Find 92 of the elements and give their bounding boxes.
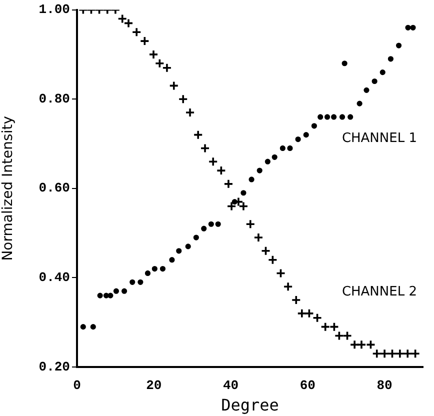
point xyxy=(303,132,309,138)
point xyxy=(280,145,286,152)
point xyxy=(380,348,390,359)
y-tick-label: 1.00 xyxy=(38,2,70,18)
point xyxy=(395,348,405,359)
point xyxy=(304,308,314,318)
point xyxy=(216,166,226,176)
point xyxy=(339,114,346,120)
point xyxy=(356,100,362,106)
point xyxy=(276,268,286,278)
y-tick-label: 0.40 xyxy=(38,270,70,285)
point xyxy=(297,308,307,318)
point xyxy=(324,114,330,120)
point xyxy=(144,270,151,276)
point xyxy=(387,348,398,359)
y-tick-label: 0.20 xyxy=(38,359,70,374)
point xyxy=(256,168,262,174)
point xyxy=(283,282,293,292)
point xyxy=(364,87,370,93)
point xyxy=(245,219,256,230)
x-tick-label: 40 xyxy=(222,378,239,394)
x-tick-label: 80 xyxy=(376,378,393,394)
point xyxy=(208,156,218,167)
point xyxy=(334,330,344,341)
point xyxy=(372,348,382,359)
series-label: CHANNEL 1 xyxy=(342,130,417,146)
point xyxy=(224,179,234,189)
point xyxy=(350,340,360,350)
point xyxy=(388,56,394,62)
point xyxy=(232,198,238,205)
point xyxy=(295,136,301,142)
point xyxy=(169,257,175,263)
point xyxy=(291,295,302,305)
point xyxy=(331,114,337,120)
point xyxy=(132,27,142,38)
point xyxy=(287,145,293,152)
point xyxy=(356,340,366,350)
point xyxy=(260,246,271,256)
x-axis-title: Degree xyxy=(221,396,279,415)
point xyxy=(90,324,96,330)
point xyxy=(148,50,158,60)
series-label: CHANNEL 2 xyxy=(342,284,417,300)
point xyxy=(311,123,317,129)
point xyxy=(380,70,386,76)
point xyxy=(108,292,114,298)
point xyxy=(185,108,195,118)
point xyxy=(405,24,411,30)
point xyxy=(168,80,179,91)
point xyxy=(113,288,120,294)
point xyxy=(226,201,236,212)
point xyxy=(318,114,324,120)
point xyxy=(140,36,150,46)
point xyxy=(312,312,322,323)
point xyxy=(366,340,376,350)
point xyxy=(193,234,199,240)
point xyxy=(152,266,158,272)
point xyxy=(342,60,348,66)
point xyxy=(268,254,278,265)
x-tick-label: 60 xyxy=(300,378,316,394)
point xyxy=(264,158,270,164)
point xyxy=(254,232,264,242)
point xyxy=(130,279,136,285)
point xyxy=(215,221,221,227)
point xyxy=(396,42,402,48)
point xyxy=(320,322,330,332)
point xyxy=(208,221,214,227)
point xyxy=(80,324,86,330)
y-tick-label: 0.80 xyxy=(38,91,70,106)
point xyxy=(200,143,210,154)
point xyxy=(240,190,246,196)
x-tick-label: 20 xyxy=(146,378,162,394)
point xyxy=(138,279,144,285)
y-tick-label: 0.60 xyxy=(38,180,70,196)
point xyxy=(178,94,188,104)
point xyxy=(342,330,352,341)
point xyxy=(201,226,207,232)
point xyxy=(272,154,278,160)
point xyxy=(193,130,203,140)
point xyxy=(176,248,182,254)
point xyxy=(410,24,416,30)
point xyxy=(97,292,103,298)
point xyxy=(329,322,340,332)
point xyxy=(160,266,166,272)
y-axis-title: Normalized Intensity xyxy=(0,116,16,261)
point xyxy=(410,348,420,359)
point xyxy=(348,114,354,120)
point xyxy=(372,78,378,84)
point xyxy=(402,348,413,359)
point xyxy=(185,244,191,250)
point xyxy=(248,176,254,182)
point xyxy=(121,288,128,294)
x-tick-label: 0 xyxy=(73,378,82,394)
